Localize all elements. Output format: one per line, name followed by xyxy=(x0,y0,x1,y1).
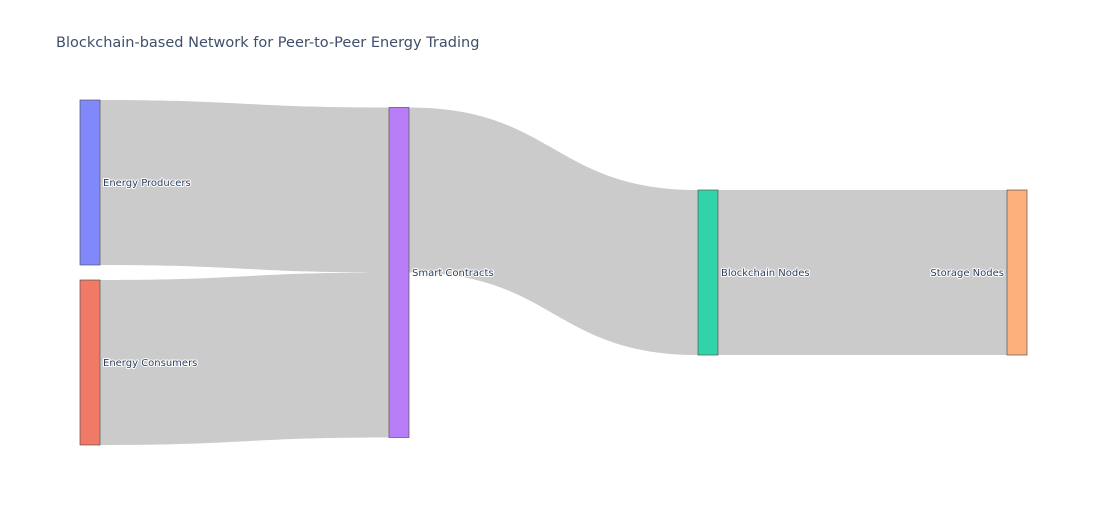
node-energy-consumers[interactable] xyxy=(79,279,101,446)
links-layer xyxy=(100,100,1007,445)
node-blockchain-nodes[interactable] xyxy=(697,189,719,356)
link-energy-producers-to-smart-contracts[interactable] xyxy=(100,100,389,273)
node-smart-contracts[interactable] xyxy=(388,107,410,438)
node-label-storage-nodes: Storage Nodes xyxy=(930,268,1004,279)
node-energy-producers[interactable] xyxy=(79,99,101,266)
node-label-smart-contracts: Smart Contracts xyxy=(412,268,494,279)
node-label-energy-consumers: Energy Consumers xyxy=(103,358,197,369)
nodes-layer: Energy Producers Energy Consumers Smart Co… xyxy=(79,99,1028,446)
node-label-energy-producers: Energy Producers xyxy=(103,178,191,189)
chart-title: Blockchain-based Network for Peer-to-Pee… xyxy=(56,35,480,51)
link-energy-consumers-to-smart-contracts[interactable] xyxy=(100,272,389,446)
link-blockchain-nodes-to-storage-nodes[interactable] xyxy=(718,190,1007,355)
link-smart-contracts-to-blockchain-nodes[interactable] xyxy=(409,107,698,356)
node-label-blockchain-nodes: Blockchain Nodes xyxy=(721,268,810,279)
node-storage-nodes[interactable] xyxy=(1006,189,1028,356)
